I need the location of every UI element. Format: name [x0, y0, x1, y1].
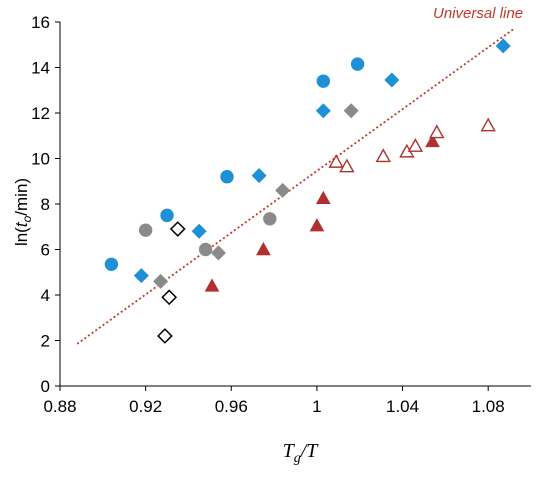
- data-point-circle: [198, 242, 213, 257]
- x-tick-label: 1.04: [386, 397, 419, 416]
- data-point-triangle: [315, 190, 331, 205]
- data-point-diamond: [343, 103, 359, 119]
- y-tick-label: 14: [31, 59, 50, 78]
- y-tick-label: 2: [41, 332, 50, 351]
- data-point-circle: [316, 74, 331, 88]
- data-point-triangle-open: [328, 153, 344, 168]
- x-axis-title-rest: /T: [300, 440, 320, 462]
- x-tick-label: 1.08: [472, 397, 505, 416]
- data-point-triangle-open: [407, 138, 424, 152]
- y-tick-label: 16: [31, 13, 50, 32]
- data-point-triangle-open: [339, 158, 355, 173]
- data-point-diamond: [275, 182, 291, 198]
- data-point-circle: [220, 170, 234, 184]
- x-tick-label: 0.96: [215, 397, 248, 416]
- y-axis-title-pre: ln(: [12, 227, 31, 246]
- data-point-triangle-open: [480, 117, 496, 132]
- x-tick-label: 1: [312, 397, 321, 416]
- svg-text:Tg/T: Tg/T: [283, 440, 320, 466]
- axes: [55, 21, 531, 391]
- y-tick-label: 0: [41, 377, 50, 396]
- x-tick-label: 0.88: [43, 397, 76, 416]
- data-point-diamond: [384, 72, 400, 88]
- y-tick-label: 10: [31, 150, 50, 169]
- svg-text:ln(to/min): ln(to/min): [12, 178, 34, 246]
- y-axis-title-post: /min): [12, 178, 31, 216]
- y-tick-label: 12: [31, 104, 50, 123]
- data-point-diamond: [210, 245, 226, 261]
- data-point-circle: [104, 257, 119, 271]
- data-point-triangle: [256, 241, 271, 256]
- data-point-triangle: [425, 133, 440, 148]
- data-point-diamond-open: [161, 289, 178, 306]
- universal-line-annotation: Universal line: [433, 5, 523, 22]
- y-axis-title-var: t: [12, 221, 31, 227]
- data-point-triangle: [309, 218, 325, 232]
- universal-line: [76, 28, 515, 345]
- y-tick-label: 6: [41, 241, 50, 260]
- x-axis-title-base: T: [283, 440, 296, 462]
- data-point-circle: [263, 212, 277, 226]
- data-point-triangle: [204, 278, 220, 292]
- data-point-diamond: [191, 223, 207, 239]
- data-point-circle: [138, 223, 153, 237]
- data-point-diamond: [133, 268, 149, 284]
- y-tick-label: 4: [41, 286, 50, 305]
- data-point-circle: [350, 57, 365, 71]
- data-points: [104, 38, 511, 344]
- data-point-diamond: [251, 168, 267, 184]
- data-point-triangle-open: [429, 124, 445, 139]
- x-axis-title: Tg/T: [283, 440, 320, 466]
- data-point-diamond: [153, 273, 169, 289]
- universal-line-layer: [76, 28, 515, 345]
- tick-labels: 0 2 4 6 8 10 12 14 16 0.88 0.92 0.96 1 1.04 1.08: [31, 13, 505, 416]
- data-point-diamond: [495, 38, 511, 54]
- x-tick-label: 0.92: [129, 397, 162, 416]
- y-tick-label: 8: [41, 195, 50, 214]
- y-axis-title: ln(to/min): [12, 178, 34, 246]
- data-point-diamond-open: [157, 328, 173, 344]
- data-point-diamond-open: [169, 221, 186, 237]
- y-axis-title-sub: o: [20, 215, 34, 222]
- data-point-diamond: [315, 103, 331, 119]
- x-axis-title-sub: g: [294, 451, 301, 466]
- data-point-circle: [160, 208, 174, 223]
- data-point-triangle-open: [375, 148, 391, 163]
